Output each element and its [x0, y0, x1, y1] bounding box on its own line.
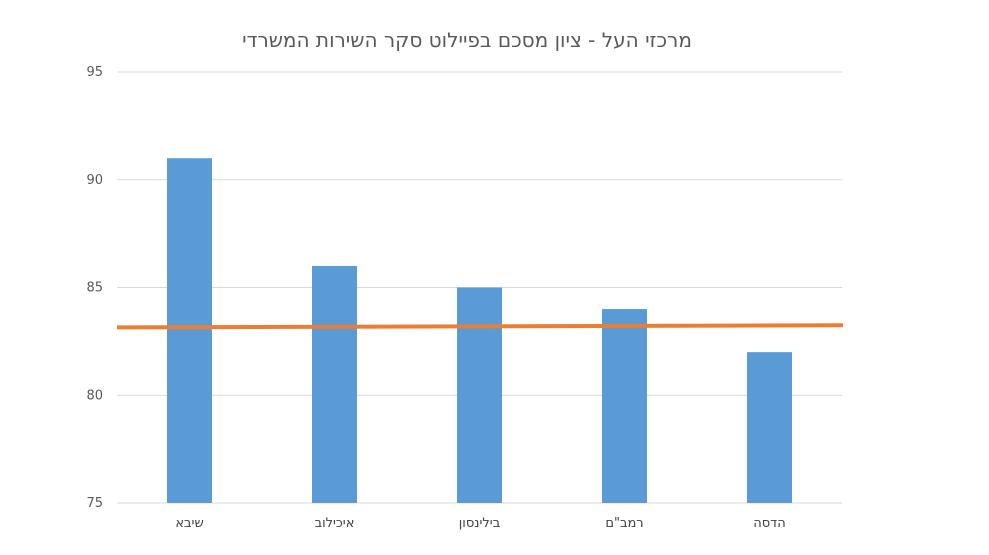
- y-tick-label: 95: [86, 65, 103, 80]
- x-category-label: איכילוב: [315, 516, 355, 531]
- reference-line-layer: [116, 323, 844, 330]
- bar: [747, 352, 792, 503]
- reference-line: [116, 323, 844, 330]
- chart-title: מרכזי העל - ציון מסכם בפיילוט סקר השירות…: [242, 28, 692, 52]
- bar: [312, 265, 357, 503]
- x-axis-labels: שיבא איכילוב בילינסון רמב"ם הדסה: [175, 516, 785, 531]
- y-tick-label: 75: [86, 496, 103, 511]
- y-tick-label: 90: [86, 173, 103, 188]
- x-category-label: שיבא: [175, 516, 203, 531]
- y-tick-label: 85: [86, 281, 103, 296]
- y-tick-label: 80: [86, 388, 103, 403]
- bars: [167, 158, 792, 503]
- x-category-label: בילינסון: [459, 516, 500, 531]
- bar: [457, 287, 502, 503]
- x-category-label: רמב"ם: [605, 516, 643, 531]
- bar: [167, 158, 212, 503]
- bar: [602, 309, 647, 503]
- x-category-label: הדסה: [753, 516, 786, 531]
- y-axis-ticks: 75 80 85 90 95: [86, 65, 103, 511]
